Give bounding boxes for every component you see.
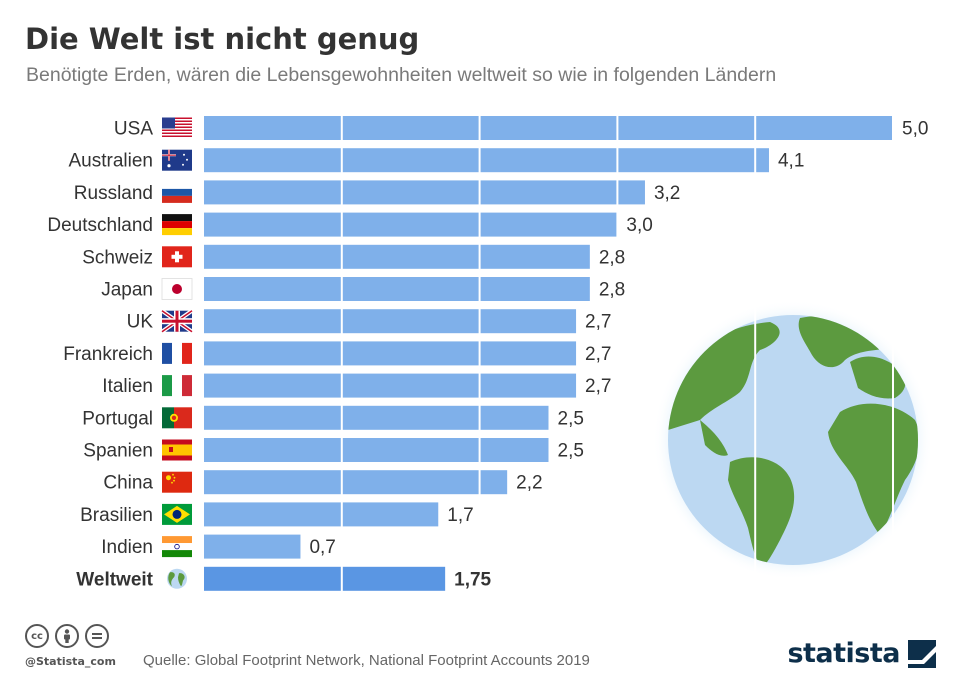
value-label: 2,5 [558, 441, 584, 462]
source-note: Quelle: Global Footprint Network, Nation… [143, 652, 590, 669]
bar-indien [204, 534, 301, 559]
bar-schweiz [204, 244, 590, 269]
value-label: 5,0 [902, 119, 928, 140]
category-label: Portugal [82, 408, 153, 429]
value-label: 3,0 [626, 215, 652, 236]
value-label: 1,7 [447, 505, 473, 526]
category-label: USA [114, 119, 153, 140]
bar-china [204, 470, 508, 495]
category-label: Japan [101, 280, 153, 301]
flag-es-icon [162, 439, 192, 461]
bar-frankreich [204, 341, 577, 366]
cc-icon[interactable]: cc [25, 624, 49, 648]
license-icons: cc [25, 624, 109, 648]
value-labels: 5,04,13,23,02,82,82,72,72,72,52,52,21,70… [309, 119, 928, 591]
flag-jp-icon [161, 278, 193, 300]
category-label: Italien [102, 376, 153, 397]
category-label: Spanien [83, 441, 153, 462]
category-labels: USA Australien Russland Deutschland Schweiz J… [47, 119, 153, 591]
flag-it-icon [162, 375, 192, 397]
category-label: Weltweit [76, 569, 153, 590]
flag-cn-icon [162, 471, 192, 493]
flag-au-icon [162, 149, 192, 171]
bar-deutschland [204, 212, 618, 237]
flag-de-icon [162, 214, 192, 236]
value-label: 2,5 [558, 408, 584, 429]
globe-icon [167, 568, 187, 589]
statista-handle[interactable]: @Statista_com [25, 655, 116, 668]
bars [204, 114, 894, 593]
category-label: China [103, 473, 153, 494]
globe-illustration [653, 300, 933, 580]
value-label: 2,8 [599, 247, 625, 268]
chart-subtitle: Benötigte Erden, wären die Lebensgewohnh… [26, 64, 777, 86]
flag-pt-icon [162, 407, 192, 429]
statista-mark-icon [908, 639, 936, 668]
value-label: 2,8 [599, 280, 625, 301]
bar-japan [204, 277, 590, 301]
bar-portugal [204, 405, 549, 430]
flag-icons [160, 117, 194, 589]
category-label: Brasilien [80, 505, 153, 526]
category-label: Indien [101, 537, 153, 558]
value-label: 2,7 [585, 344, 611, 365]
bar-brasilien [204, 502, 439, 527]
category-label: Schweiz [82, 247, 153, 268]
bar-uk [204, 309, 577, 334]
flag-in-icon [162, 536, 192, 558]
flag-us-icon [162, 117, 192, 139]
flag-ru-icon [162, 181, 192, 203]
flag-fr-icon [162, 342, 192, 364]
bar-italien [204, 373, 577, 398]
bar-spanien [204, 438, 549, 462]
category-label: UK [127, 312, 154, 333]
bar-weltweit [204, 566, 446, 591]
category-label: Russland [74, 183, 153, 204]
flag-ch-icon [162, 246, 192, 268]
bar-australien [204, 148, 769, 173]
category-label: Deutschland [47, 215, 153, 236]
by-icon[interactable] [55, 624, 79, 648]
value-label: 0,7 [309, 537, 335, 558]
flag-br-icon [162, 503, 192, 525]
value-label: 2,7 [585, 376, 611, 397]
chart-title: Die Welt ist nicht genug [25, 22, 420, 56]
value-label: 4,1 [778, 151, 804, 172]
value-label: 1,75 [454, 569, 491, 590]
statista-logo[interactable]: statista [787, 638, 936, 669]
bar-usa [204, 116, 893, 140]
flag-uk-icon [160, 309, 194, 334]
value-label: 2,2 [516, 473, 542, 494]
category-label: Frankreich [63, 344, 153, 365]
value-label: 2,7 [585, 312, 611, 333]
nd-icon[interactable] [85, 624, 109, 648]
value-label: 3,2 [654, 183, 680, 204]
bar-russland [204, 180, 645, 205]
brand-wordmark: statista [787, 638, 900, 669]
category-label: Australien [69, 151, 154, 172]
